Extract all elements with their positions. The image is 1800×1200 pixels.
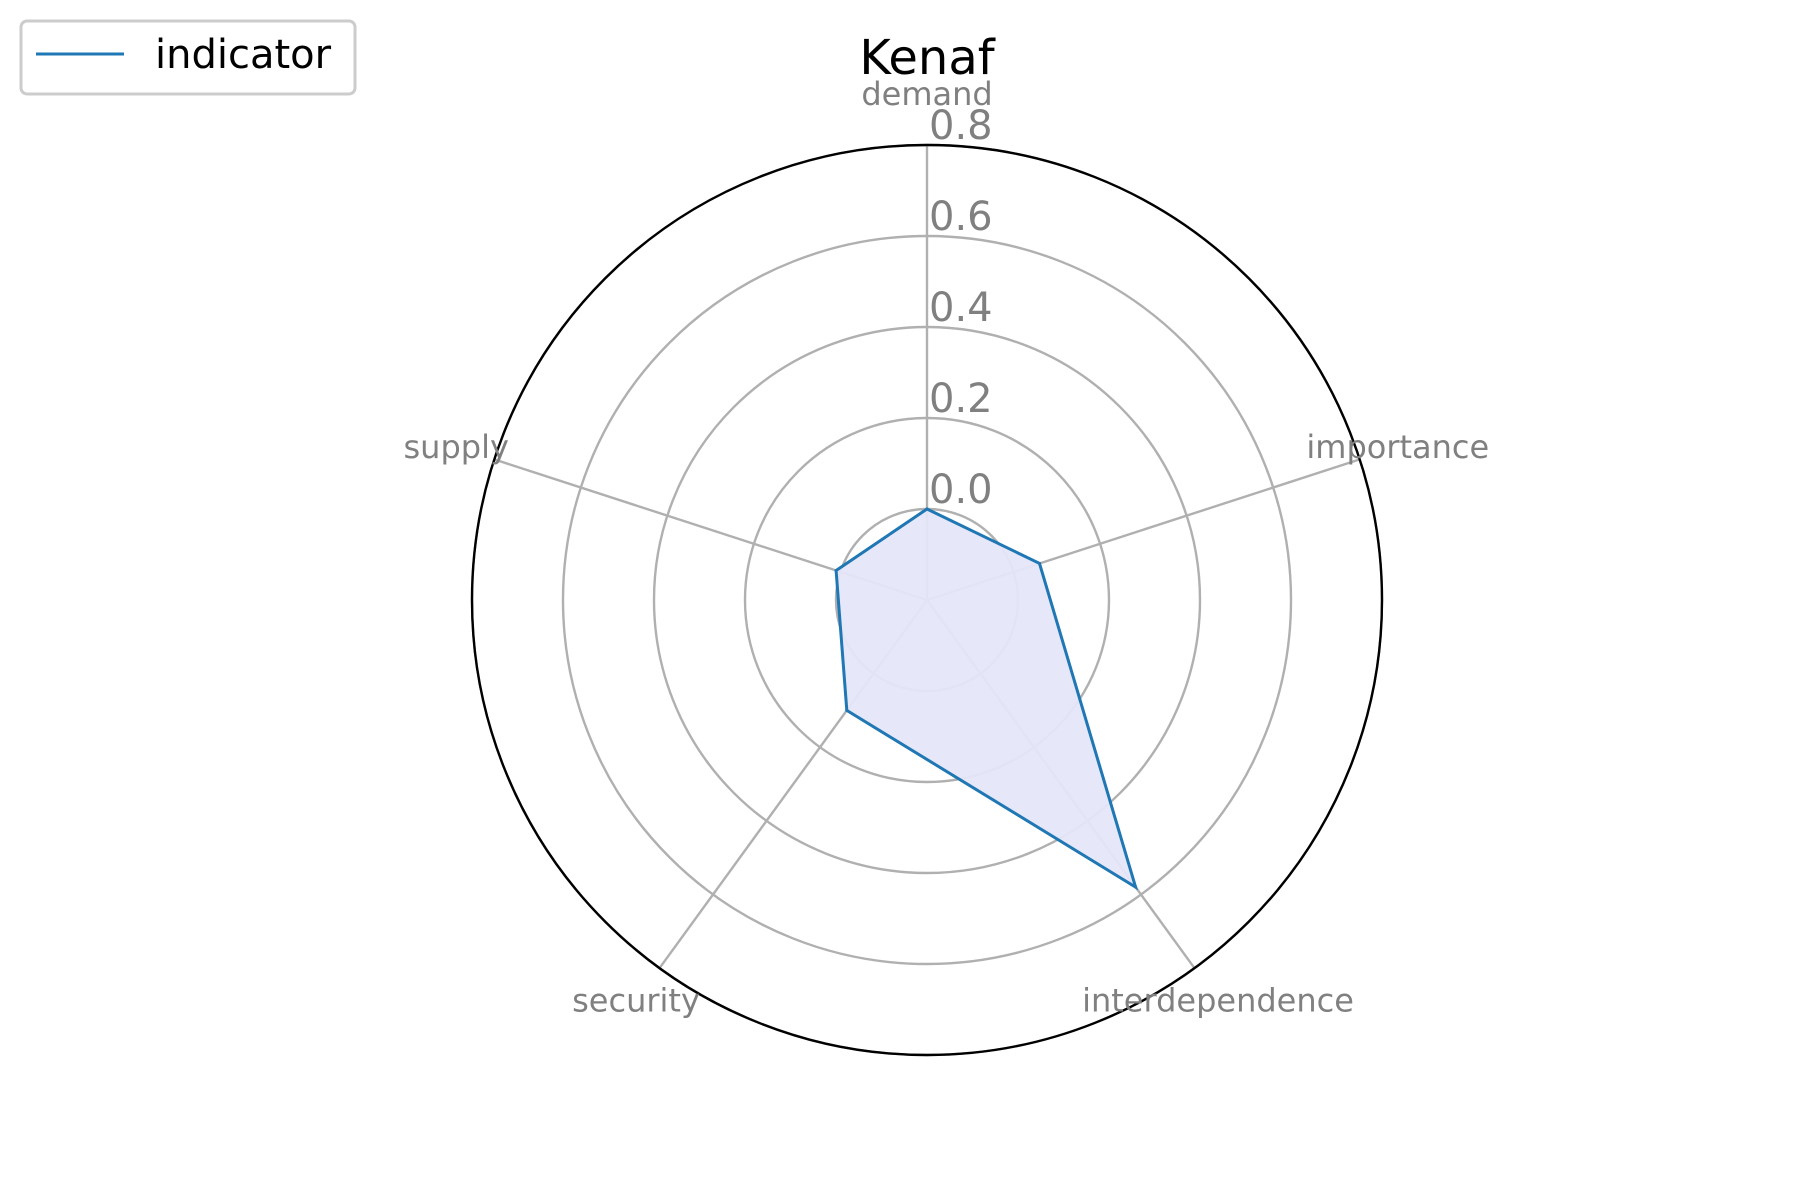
r-tick-label-2: 0.4 (929, 285, 993, 331)
r-tick-label-3: 0.6 (929, 194, 993, 240)
grid (470, 143, 1384, 1057)
legend-box (19, 19, 357, 96)
data-point-importance (1038, 561, 1041, 565)
polar-spine (470, 143, 1384, 1057)
data-layer (834, 507, 1139, 891)
axis-label-demand: demand (861, 75, 992, 113)
series-indicator-area (834, 507, 1139, 891)
data-point-supply (834, 569, 838, 572)
legend-label-indicator: indicator (155, 32, 332, 78)
r-tick-label-1: 0.2 (929, 376, 993, 422)
r-tick-label-4: 0.8 (929, 103, 993, 149)
axis-label-supply: supply (403, 428, 508, 466)
axis-label-importance: importance (1306, 428, 1489, 466)
r-tick-label-0: 0.0 (929, 467, 993, 513)
chart-title: Kenaf (859, 30, 995, 86)
data-point-interdependence (1134, 885, 1138, 889)
legend: indicator (19, 19, 357, 96)
data-point-demand (925, 507, 929, 511)
data-point-security (845, 708, 849, 712)
axis-label-interdependence: interdependence (1082, 982, 1354, 1020)
axis-label-security: security (572, 982, 700, 1020)
